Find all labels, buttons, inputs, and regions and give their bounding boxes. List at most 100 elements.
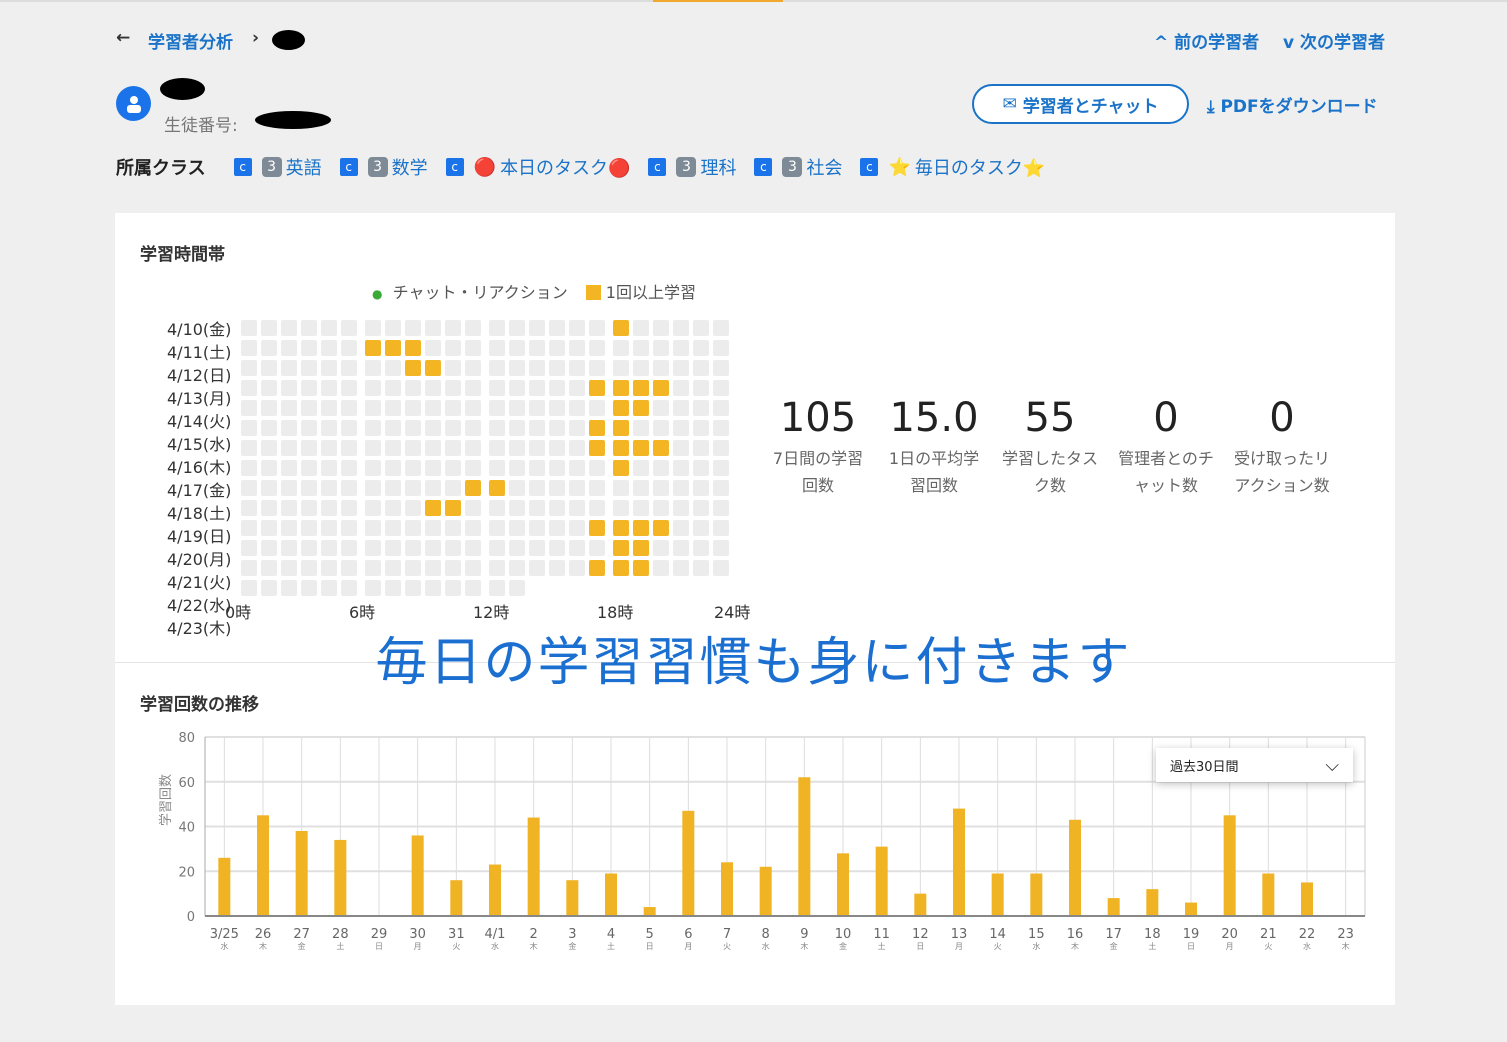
heatmap-cell <box>405 540 421 556</box>
x-weekday-label: 水 <box>1032 941 1040 951</box>
heatmap-cell <box>261 340 277 356</box>
heatmap-cell <box>569 380 585 396</box>
heatmap-cell <box>489 420 505 436</box>
heatmap-cell <box>465 560 481 576</box>
heatmap-cell <box>693 380 709 396</box>
heatmap-cell <box>489 560 505 576</box>
heatmap-cell <box>653 380 669 396</box>
heatmap-cell <box>321 420 337 436</box>
heatmap-cell <box>445 560 461 576</box>
heatmap-cell <box>569 460 585 476</box>
bar <box>914 893 927 916</box>
bar <box>953 808 965 916</box>
heatmap-cell <box>281 460 297 476</box>
heatmap-cell <box>589 340 605 356</box>
next-learner-link[interactable]: v 次の学習者 <box>1283 28 1385 53</box>
x-weekday-label: 日 <box>375 942 383 951</box>
legend-study: 1回以上学習 <box>585 279 696 303</box>
class-chip[interactable]: c 3 数学 <box>339 154 428 180</box>
class-name: 英語 <box>285 158 322 179</box>
heatmap-cell <box>425 460 441 476</box>
heatmap-cell <box>301 360 317 376</box>
download-pdf-link[interactable]: ⤓ PDFをダウンロード <box>1207 92 1378 117</box>
heatmap-cell <box>405 480 421 496</box>
heatmap-cell <box>241 520 257 536</box>
class-chip[interactable]: c ⭐ 毎日のタスク⭐ <box>860 154 1045 180</box>
heatmap-cell <box>301 580 317 596</box>
heatmap-cell <box>529 500 545 516</box>
class-chip[interactable]: c 3 理科 <box>648 154 736 180</box>
heatmap-cell <box>425 480 441 496</box>
heatmap-cell <box>341 580 357 596</box>
heatmap-cell <box>653 500 669 516</box>
heatmap-cell <box>405 580 421 596</box>
heatmap-row-label: 4/13(月) <box>167 389 232 408</box>
x-weekday-label: 土 <box>878 941 886 951</box>
heatmap-cell <box>425 560 441 576</box>
heatmap-cell <box>653 440 669 456</box>
class-chip[interactable]: c 🔴 本日のタスク🔴 <box>445 154 630 180</box>
heatmap-cell <box>633 400 649 416</box>
heatmap-cell <box>633 340 649 356</box>
heatmap-cell <box>549 400 565 416</box>
legend-chat-label: チャット・リアクション <box>392 283 568 302</box>
x-weekday-label: 土 <box>1148 941 1156 951</box>
range-select[interactable]: 過去30日間 ⌵ <box>1156 748 1353 782</box>
heatmap-cell <box>569 440 585 456</box>
heatmap-cell <box>489 520 505 536</box>
heatmap-cell <box>653 360 669 376</box>
heatmap-cell <box>241 460 257 476</box>
heatmap-cell <box>549 480 565 496</box>
heatmap-row-label: 4/17(金) <box>167 481 232 500</box>
heatmap-cell <box>549 420 565 436</box>
heatmap-cell <box>613 540 629 556</box>
back-arrow-icon[interactable]: ← <box>116 28 131 48</box>
breadcrumb-learner-analysis[interactable]: 学習者分析 <box>148 33 233 53</box>
heatmap-row-label: 4/12(日) <box>167 366 232 385</box>
heatmap-row-label: 4/22(水) <box>167 596 232 615</box>
heatmap-cell <box>321 460 337 476</box>
x-weekday-label: 木 <box>1342 941 1350 951</box>
heatmap-cell <box>281 520 297 536</box>
heatmap-cell <box>341 480 357 496</box>
heatmap-cell <box>509 460 525 476</box>
heatmap-cell <box>633 440 649 456</box>
x-tick-label: 28 <box>332 927 349 942</box>
y-tick-label: 80 <box>178 731 195 746</box>
class-chip[interactable]: c 3 社会 <box>754 154 842 180</box>
heatmap-cell <box>693 460 709 476</box>
heatmap-cell <box>385 500 401 516</box>
heatmap-cell <box>673 500 689 516</box>
heatmap-cell <box>385 520 401 536</box>
heatmap-cell <box>509 440 525 456</box>
stat-item: 0 受け取ったリアクション数 <box>1227 395 1337 499</box>
x-tick-label: 3 <box>568 927 576 942</box>
chat-with-learner-button[interactable]: ✉ 学習者とチャット <box>972 84 1189 124</box>
heatmap-cell <box>713 340 729 356</box>
chevron-down-icon: ⌵ <box>1325 754 1339 776</box>
heatmap-cell <box>489 360 505 376</box>
heatmap-cell <box>365 320 381 336</box>
heatmap-cell <box>693 560 709 576</box>
stat-value: 105 <box>779 395 857 441</box>
heatmap-cell <box>321 440 337 456</box>
bar <box>566 880 579 916</box>
heatmap-cell <box>549 560 565 576</box>
class-chip[interactable]: c 3 英語 <box>233 154 322 180</box>
heatmap-row-label: 4/11(土) <box>167 343 232 362</box>
heatmap-cell <box>365 400 381 416</box>
heatmap-cell <box>241 420 257 436</box>
heatmap-cell <box>529 400 545 416</box>
heatmap-cell <box>301 500 317 516</box>
x-tick-label: 8 <box>762 927 770 942</box>
chat-button-label: 学習者とチャット <box>1022 96 1159 117</box>
heatmap-cell <box>341 560 357 576</box>
heatmap-cell <box>693 440 709 456</box>
x-tick-label: 2 <box>530 927 538 942</box>
heatmap-cell <box>445 420 461 436</box>
heatmap-cell <box>261 320 277 336</box>
heatmap-cell <box>261 400 277 416</box>
prev-learner-link[interactable]: ^ 前の学習者 <box>1154 28 1259 53</box>
heatmap-cell <box>301 540 317 556</box>
heatmap-cell <box>633 420 649 436</box>
